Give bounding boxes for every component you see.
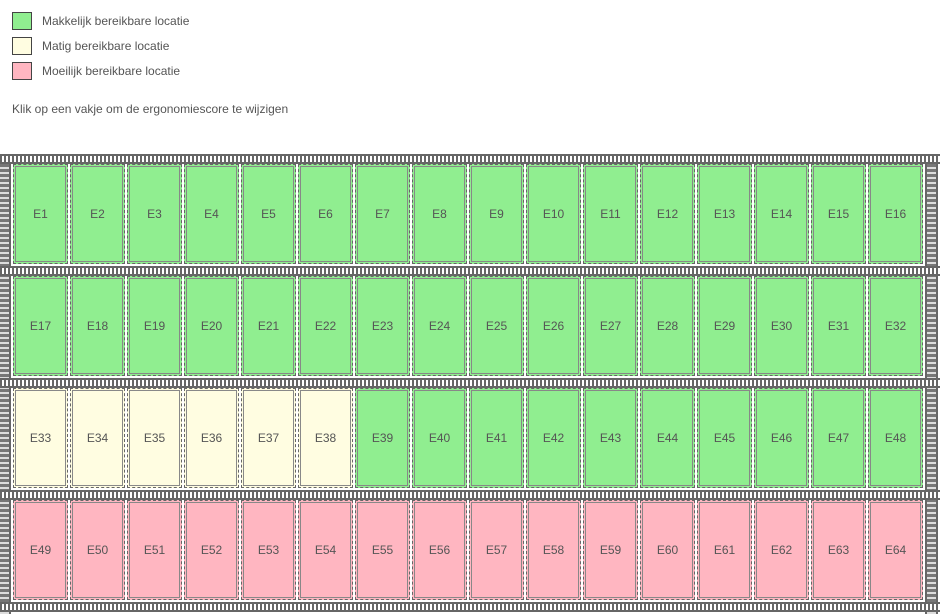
rack-cell[interactable]: E13 — [697, 164, 752, 264]
rack-cell[interactable]: E24 — [412, 276, 467, 376]
rack-cell[interactable]: E44 — [640, 388, 695, 488]
rack-cell[interactable]: E39 — [355, 388, 410, 488]
rack-cell[interactable]: E7 — [355, 164, 410, 264]
shelf — [0, 154, 940, 164]
rack-cell[interactable]: E52 — [184, 500, 239, 600]
rack-cell[interactable]: E54 — [298, 500, 353, 600]
rack-cell[interactable]: E55 — [355, 500, 410, 600]
rack-cell[interactable]: E4 — [184, 164, 239, 264]
legend-label: Matig bereikbare locatie — [42, 39, 170, 53]
rack-cell[interactable]: E37 — [241, 388, 296, 488]
rack-cell[interactable]: E15 — [811, 164, 866, 264]
rack-cell[interactable]: E32 — [868, 276, 923, 376]
legend-swatch — [12, 12, 32, 30]
legend-swatch — [12, 37, 32, 55]
rack-cell[interactable]: E21 — [241, 276, 296, 376]
rack-cell[interactable]: E36 — [184, 388, 239, 488]
rack-cell[interactable]: E11 — [583, 164, 638, 264]
rack-cell[interactable]: E8 — [412, 164, 467, 264]
legend-label: Moeilijk bereikbare locatie — [42, 64, 181, 78]
rack-cell[interactable]: E22 — [298, 276, 353, 376]
rack-cell[interactable]: E16 — [868, 164, 923, 264]
rack-cell[interactable]: E48 — [868, 388, 923, 488]
rack-cell[interactable]: E57 — [469, 500, 524, 600]
rack-cell[interactable]: E41 — [469, 388, 524, 488]
rack-cell[interactable]: E27 — [583, 276, 638, 376]
rack-cell[interactable]: E29 — [697, 276, 752, 376]
rack-cell[interactable]: E23 — [355, 276, 410, 376]
rack-cell[interactable]: E20 — [184, 276, 239, 376]
rack-cell[interactable]: E14 — [754, 164, 809, 264]
rack-cell[interactable]: E64 — [868, 500, 923, 600]
rack-cell[interactable]: E38 — [298, 388, 353, 488]
rack-cell[interactable]: E3 — [127, 164, 182, 264]
rack-cell[interactable]: E26 — [526, 276, 581, 376]
instruction: Klik op een vakje om de ergonomiescore t… — [12, 102, 289, 116]
rack-cell[interactable]: E51 — [127, 500, 182, 600]
rack-cell[interactable]: E56 — [412, 500, 467, 600]
rack-cell[interactable]: E10 — [526, 164, 581, 264]
shelf — [0, 378, 940, 388]
rack-cell[interactable]: E49 — [13, 500, 68, 600]
shelf — [0, 490, 940, 500]
rack-cell[interactable]: E34 — [70, 388, 125, 488]
legend-item: Moeilijk bereikbare locatie — [12, 61, 180, 81]
rack-cell[interactable]: E17 — [13, 276, 68, 376]
rack-cell[interactable]: E30 — [754, 276, 809, 376]
rack-cell[interactable]: E12 — [640, 164, 695, 264]
rack-cell[interactable]: E45 — [697, 388, 752, 488]
rack-cell[interactable]: E60 — [640, 500, 695, 600]
rack: E1 E2 E3 E4 E5 E6 E7 E8 E9 E10 E11 E12 E13 E14 E15 E16 E… — [0, 154, 940, 614]
rack-cell[interactable]: E53 — [241, 500, 296, 600]
rack-cell[interactable]: E63 — [811, 500, 866, 600]
rack-cell[interactable]: E5 — [241, 164, 296, 264]
rack-cell[interactable]: E18 — [70, 276, 125, 376]
rack-cell[interactable]: E59 — [583, 500, 638, 600]
rack-cell[interactable]: E62 — [754, 500, 809, 600]
rack-cell[interactable]: E58 — [526, 500, 581, 600]
rack-cell[interactable]: E19 — [127, 276, 182, 376]
rack-cell[interactable]: E40 — [412, 388, 467, 488]
rack-cell[interactable]: E2 — [70, 164, 125, 264]
rack-cell[interactable]: E47 — [811, 388, 866, 488]
rack-cell[interactable]: E6 — [298, 164, 353, 264]
rack-cell[interactable]: E50 — [70, 500, 125, 600]
legend-swatch — [12, 62, 32, 80]
rack-cell[interactable]: E28 — [640, 276, 695, 376]
legend-item: Matig bereikbare locatie — [12, 36, 169, 56]
shelf — [0, 266, 940, 276]
rack-cell[interactable]: E25 — [469, 276, 524, 376]
legend-item: Makkelijk bereikbare locatie — [12, 11, 189, 31]
rack-cell[interactable]: E42 — [526, 388, 581, 488]
shelf — [0, 602, 940, 612]
rack-cell[interactable]: E9 — [469, 164, 524, 264]
rack-cell[interactable]: E33 — [13, 388, 68, 488]
rack-cell[interactable]: E46 — [754, 388, 809, 488]
rack-cell[interactable]: E1 — [13, 164, 68, 264]
rack-cell[interactable]: E35 — [127, 388, 182, 488]
rack-cell[interactable]: E43 — [583, 388, 638, 488]
legend-label: Makkelijk bereikbare locatie — [42, 14, 190, 28]
rack-cell[interactable]: E61 — [697, 500, 752, 600]
rack-cell[interactable]: E31 — [811, 276, 866, 376]
